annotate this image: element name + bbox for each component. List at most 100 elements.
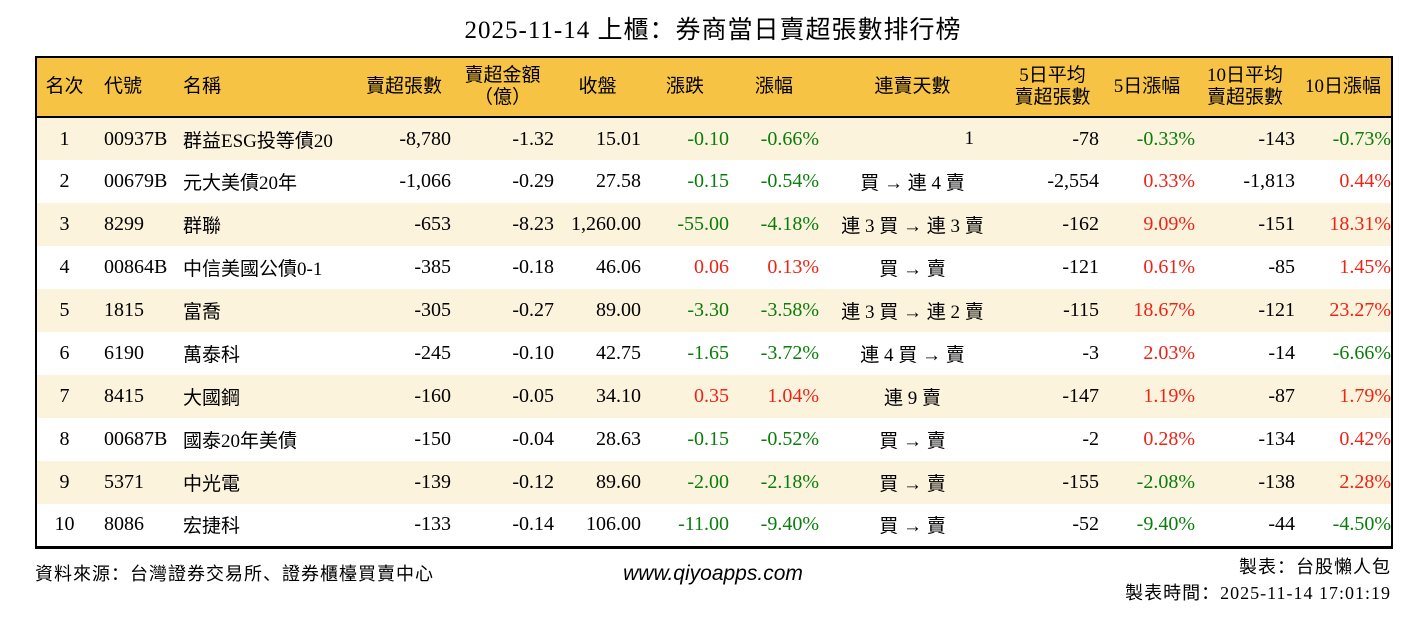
cell-sell_volume: -150 (414, 428, 451, 450)
cell-avg10: -14 (1268, 342, 1295, 364)
cell-rank: 4 (59, 256, 70, 278)
cell-avg10: -1,813 (1243, 170, 1295, 192)
cell-change: 0.35 (694, 385, 729, 407)
cell-change: 0.06 (694, 256, 729, 278)
table-row: 4 00864B 中信美國公債0-1 -385 -0.18 46.06 0.06 0.13% 買… (36, 246, 1392, 289)
cell-sell_volume: -133 (414, 513, 451, 536)
cell-pct10: 1.45% (1339, 256, 1391, 278)
cell-change: -0.15 (687, 428, 729, 450)
column-header-sell_amount: 賣超金額 （億） (451, 57, 554, 118)
cell-name: 萬泰科 (183, 345, 241, 366)
cell-name: 宏捷科 (183, 516, 241, 538)
cell-streak: 買 → 連 4 賣 (860, 173, 965, 194)
column-header-rank: 名次 (36, 57, 92, 118)
cell-pct10: -6.66% (1332, 342, 1391, 364)
cell-avg5: -162 (1062, 213, 1099, 235)
cell-code: 00679B (104, 170, 168, 192)
cell-avg5: -121 (1062, 256, 1099, 278)
cell-change: -0.15 (687, 170, 729, 192)
cell-pct5: 0.33% (1143, 170, 1195, 192)
cell-avg5: -147 (1062, 385, 1099, 407)
cell-sell_volume: -139 (414, 471, 451, 493)
column-header-avg10: 10日平均 賣超張數 (1195, 57, 1295, 118)
cell-change_pct: -0.66% (760, 127, 819, 150)
cell-name: 群聯 (183, 216, 222, 237)
cell-close: 1,260.00 (571, 213, 641, 235)
cell-change_pct: -3.58% (760, 299, 819, 321)
website-label: www.qiyoapps.com (623, 561, 803, 585)
cell-name: 元大美債20年 (183, 173, 298, 194)
cell-change_pct: 1.04% (767, 385, 819, 407)
cell-close: 106.00 (586, 513, 641, 536)
cell-change_pct: -2.18% (760, 471, 819, 493)
cell-avg10: -121 (1258, 299, 1295, 321)
cell-avg10: -151 (1258, 213, 1295, 235)
cell-rank: 7 (59, 385, 70, 407)
cell-sell_volume: -1,066 (399, 170, 451, 192)
ranking-report-page: 2025-11-14 上櫃：券商當日賣超張數排行榜 名次 代號 名稱 賣超張數 賣超金額… (0, 16, 1426, 628)
made-by-label: 製表：台股懶人包 (1239, 556, 1391, 577)
column-header-code: 代號 (92, 57, 171, 118)
cell-name: 群益ESG投等債20 (183, 130, 333, 152)
cell-pct10: -4.50% (1332, 513, 1391, 536)
cell-avg5: -78 (1072, 127, 1099, 150)
cell-code: 5371 (104, 471, 144, 493)
table-row: 3 8299 群聯 -653 -8.23 1,260.00 -55.00 -4.18% 連 3 … (36, 203, 1392, 246)
page-title: 2025-11-14 上櫃：券商當日賣超張數排行榜 (464, 17, 962, 44)
cell-pct5: -2.08% (1136, 471, 1195, 493)
cell-streak: 連 3 買 → 連 3 賣 (841, 216, 984, 237)
cell-close: 89.60 (596, 471, 641, 493)
cell-change: -3.30 (687, 299, 729, 321)
cell-avg10: -85 (1268, 256, 1295, 278)
column-header-close: 收盤 (554, 57, 641, 118)
cell-sell_amount: -8.23 (512, 213, 554, 235)
cell-close: 42.75 (596, 342, 641, 364)
cell-sell_volume: -245 (414, 342, 451, 364)
cell-avg5: -115 (1063, 299, 1099, 321)
sell-ranking-table: 名次 代號 名稱 賣超張數 賣超金額 （億） 收盤 漲跌 漲幅 連賣天數 5日平均 賣超張數 5日漲… (35, 56, 1393, 549)
cell-code: 1815 (104, 299, 144, 321)
cell-code: 00864B (104, 256, 168, 278)
table-row: 1 00937B 群益ESG投等債20 -8,780 -1.32 15.01 -0.10 -0… (36, 117, 1392, 160)
column-header-sell_volume: 賣超張數 (357, 57, 451, 118)
table-header-row: 名次 代號 名稱 賣超張數 賣超金額 （億） 收盤 漲跌 漲幅 連賣天數 5日平均 賣超張數 5日漲… (36, 57, 1392, 118)
cell-code: 00687B (104, 428, 168, 450)
cell-rank: 10 (54, 513, 75, 536)
cell-sell_volume: -653 (414, 213, 451, 235)
cell-pct5: 1.19% (1143, 385, 1195, 407)
cell-change_pct: -0.52% (760, 428, 819, 450)
cell-sell_amount: -1.32 (512, 127, 554, 150)
column-header-pct5: 5日漲幅 (1099, 57, 1195, 118)
table-row: 8 00687B 國泰20年美債 -150 -0.04 28.63 -0.15 -0.52% 買… (36, 418, 1392, 461)
cell-change: -2.00 (687, 471, 729, 493)
cell-close: 34.10 (596, 385, 641, 407)
cell-avg10: -138 (1258, 471, 1295, 493)
cell-pct5: 2.03% (1143, 342, 1195, 364)
cell-name: 富喬 (183, 302, 222, 323)
cell-sell_amount: -0.10 (512, 342, 554, 364)
cell-sell_amount: -0.04 (512, 428, 554, 450)
column-header-avg5: 5日平均 賣超張數 (1006, 57, 1099, 118)
cell-rank: 2 (59, 170, 70, 192)
cell-change_pct: -3.72% (760, 342, 819, 364)
cell-sell_amount: -0.27 (512, 299, 554, 321)
cell-pct10: 0.44% (1339, 170, 1391, 192)
cell-avg10: -143 (1258, 127, 1295, 150)
cell-close: 15.01 (596, 127, 641, 150)
cell-sell_volume: -8,780 (399, 127, 451, 150)
cell-pct10: 18.31% (1329, 213, 1391, 235)
cell-name: 中信美國公債0-1 (183, 259, 323, 280)
cell-sell_volume: -305 (414, 299, 451, 321)
cell-sell_amount: -0.12 (512, 471, 554, 493)
cell-avg5: -52 (1072, 513, 1099, 536)
cell-code: 8415 (104, 385, 144, 407)
cell-change: -0.10 (687, 127, 729, 150)
column-header-pct10: 10日漲幅 (1295, 57, 1392, 118)
cell-pct5: -0.33% (1136, 127, 1195, 150)
table-row: 6 6190 萬泰科 -245 -0.10 42.75 -1.65 -3.72% 連 4 買 →… (36, 332, 1392, 375)
cell-name: 大國鋼 (183, 388, 241, 409)
cell-pct5: -9.40% (1136, 513, 1195, 536)
cell-change: -11.00 (678, 513, 729, 536)
cell-streak: 買 → 賣 (879, 474, 946, 495)
cell-code: 8299 (104, 213, 144, 235)
